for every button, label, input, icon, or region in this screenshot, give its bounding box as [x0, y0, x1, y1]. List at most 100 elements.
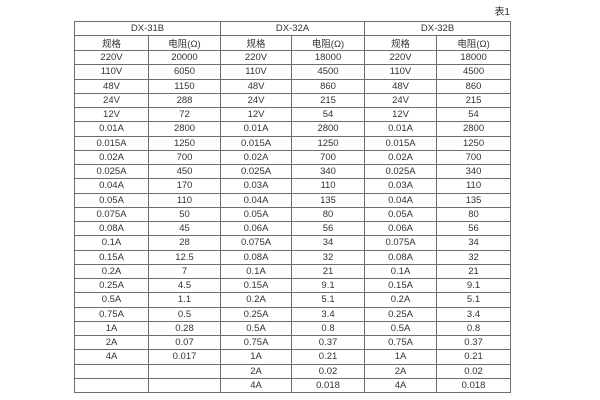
spec-cell: 0.01A — [364, 121, 438, 137]
resistance-cell: 700 — [436, 149, 512, 166]
spec-cell: 0.03A — [220, 178, 293, 194]
resistance-cell: 288 — [147, 92, 222, 109]
spec-cell: 24V — [74, 92, 149, 109]
spec-cell: 0.1A — [220, 263, 293, 280]
resistance-cell: 0.02 — [436, 363, 512, 379]
resistance-cell: 80 — [436, 206, 512, 223]
table-row: 110V 6050 110V 4500 110V 4500 — [74, 64, 512, 80]
spec-cell: 0.75A — [364, 334, 438, 351]
resistance-cell: 0.02 — [291, 363, 366, 379]
spec-cell: 220V — [364, 49, 438, 66]
resistance-cell — [147, 363, 222, 379]
spec-cell: 0.075A — [220, 235, 293, 251]
spec-cell: 0.5A — [74, 292, 149, 308]
resistance-cell: 0.017 — [147, 349, 222, 365]
resistance-cell: 700 — [291, 149, 366, 166]
resistance-cell: 34 — [291, 235, 366, 251]
spec-cell: 0.5A — [364, 320, 438, 337]
spec-cell: 110V — [364, 64, 438, 80]
resistance-cell: 0.07 — [147, 334, 222, 351]
spec-cell: 0.25A — [220, 306, 293, 322]
resistance-cell: 0.21 — [436, 349, 512, 365]
resistance-cell: 0.8 — [436, 320, 512, 337]
spec-cell: 0.1A — [74, 235, 149, 251]
resistance-cell: 54 — [291, 106, 366, 123]
table-header: DX-31B DX-32A DX-32B 规格 电阻(Ω) 规格 电阻(Ω) 规… — [73, 21, 512, 51]
resistance-cell: 20000 — [147, 49, 222, 66]
resistance-cell: 215 — [291, 92, 366, 109]
spec-cell: 0.015A — [74, 135, 149, 151]
resistance-cell: 12.5 — [147, 249, 222, 265]
resistance-cell: 700 — [147, 149, 222, 166]
resistance-cell: 340 — [436, 163, 512, 180]
spec-cell: 2A — [74, 334, 149, 351]
resistance-cell: 0.018 — [291, 377, 366, 394]
spec-cell: 4A — [364, 377, 438, 394]
spec-cell: 0.25A — [364, 306, 438, 322]
resistance-cell: 3.4 — [291, 306, 366, 322]
table-row: 0.2A 7 0.1A 21 0.1A 21 — [74, 263, 512, 280]
spec-cell — [74, 377, 149, 394]
resistance-cell: 80 — [291, 206, 366, 223]
resistance-cell: 2800 — [147, 121, 222, 137]
spec-cell: 1A — [364, 349, 438, 365]
resistance-column-header: 电阻(Ω) — [291, 35, 366, 51]
spec-cell: 2A — [220, 363, 293, 379]
resistance-cell: 56 — [291, 220, 366, 237]
spec-cell: 1A — [74, 320, 149, 337]
spec-cell: 0.08A — [74, 220, 149, 237]
spec-column-header: 规格 — [220, 35, 293, 51]
resistance-cell: 1250 — [147, 135, 222, 151]
spec-cell: 0.02A — [364, 149, 438, 166]
spec-cell: 0.25A — [74, 277, 149, 294]
spec-cell: 0.075A — [364, 235, 438, 251]
spec-cell: 0.03A — [364, 178, 438, 194]
table-row: 0.015A 1250 0.015A 1250 0.015A 1250 — [74, 135, 512, 151]
table-row: 24V 288 24V 215 24V 215 — [74, 92, 512, 109]
spec-cell: 0.06A — [364, 220, 438, 237]
resistance-cell: 860 — [291, 78, 366, 94]
resistance-cell: 32 — [436, 249, 512, 265]
table-row: 2A 0.02 2A 0.02 — [74, 363, 512, 379]
spec-cell: 0.01A — [220, 121, 293, 137]
resistance-cell: 0.37 — [436, 334, 512, 351]
resistance-cell: 18000 — [436, 49, 512, 66]
table-row: 12V 72 12V 54 12V 54 — [74, 106, 512, 123]
resistance-column-header: 电阻(Ω) — [436, 35, 512, 51]
resistance-cell: 2800 — [436, 121, 512, 137]
resistance-cell: 21 — [436, 263, 512, 280]
spec-cell: 0.2A — [74, 263, 149, 280]
spec-cell: 0.04A — [220, 192, 293, 208]
resistance-cell: 72 — [147, 106, 222, 123]
resistance-cell: 450 — [147, 163, 222, 180]
spec-cell: 24V — [364, 92, 438, 109]
table-row: 0.025A 450 0.025A 340 0.025A 340 — [74, 163, 512, 180]
resistance-spec-table: DX-31B DX-32A DX-32B 规格 电阻(Ω) 规格 电阻(Ω) 规… — [73, 21, 512, 394]
table-row: 0.25A 4.5 0.15A 9.1 0.15A 9.1 — [74, 277, 512, 294]
spec-cell: 0.02A — [220, 149, 293, 166]
table-row: 0.1A 28 0.075A 34 0.075A 34 — [74, 235, 512, 251]
resistance-cell: 1150 — [147, 78, 222, 94]
table-row: 0.15A 12.5 0.08A 32 0.08A 32 — [74, 249, 512, 265]
group-header-row: DX-31B DX-32A DX-32B — [73, 21, 512, 36]
spec-cell: 0.2A — [220, 292, 293, 308]
resistance-cell: 54 — [436, 106, 512, 123]
resistance-cell: 215 — [436, 92, 512, 109]
resistance-cell: 110 — [147, 192, 222, 208]
spec-cell: 0.025A — [74, 163, 149, 180]
spec-cell: 0.08A — [364, 249, 438, 265]
resistance-cell: 9.1 — [291, 277, 366, 294]
spec-cell: 0.01A — [74, 121, 149, 137]
spec-cell: 0.015A — [220, 135, 293, 151]
table-row: 2A 0.07 0.75A 0.37 0.75A 0.37 — [74, 334, 512, 351]
table-row: 0.02A 700 0.02A 700 0.02A 700 — [74, 149, 512, 166]
spec-cell: 0.06A — [220, 220, 293, 237]
table-row: 1A 0.28 0.5A 0.8 0.5A 0.8 — [74, 320, 512, 337]
table-row: 0.75A 0.5 0.25A 3.4 0.25A 3.4 — [74, 306, 512, 322]
spec-cell: 48V — [364, 78, 438, 94]
spec-cell: 0.015A — [364, 135, 438, 151]
resistance-cell: 0.21 — [291, 349, 366, 365]
resistance-cell: 170 — [147, 178, 222, 194]
spec-cell: 0.15A — [220, 277, 293, 294]
resistance-cell: 45 — [147, 220, 222, 237]
